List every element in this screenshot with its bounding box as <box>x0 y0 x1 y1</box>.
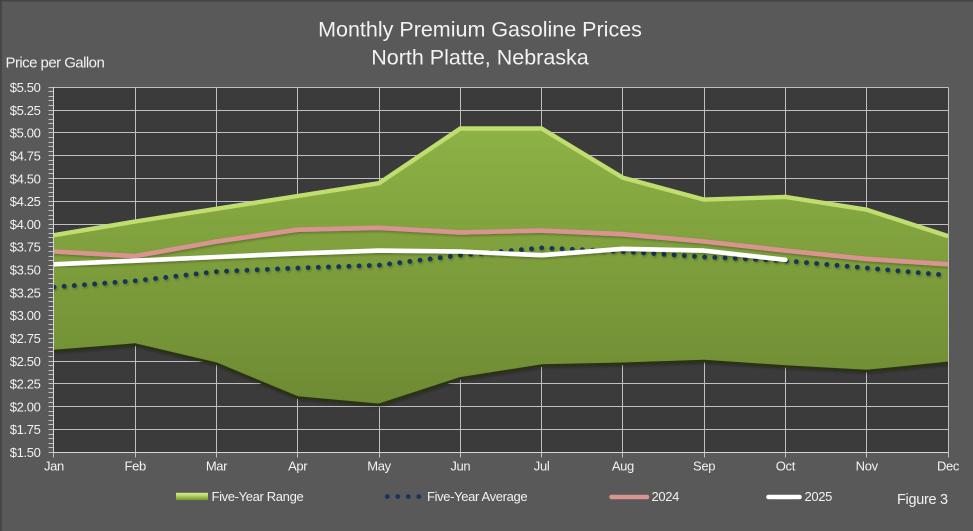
svg-text:Sep: Sep <box>693 459 715 474</box>
svg-text:$2.00: $2.00 <box>10 399 41 414</box>
svg-text:Five-Year Average: Five-Year Average <box>427 489 527 504</box>
svg-text:Jun: Jun <box>450 459 470 474</box>
svg-text:Aug: Aug <box>612 459 634 474</box>
svg-text:2024: 2024 <box>652 489 680 504</box>
svg-text:Oct: Oct <box>776 459 796 474</box>
svg-text:$3.50: $3.50 <box>10 263 41 278</box>
svg-text:$3.00: $3.00 <box>10 308 41 323</box>
svg-text:Dec: Dec <box>937 459 960 474</box>
svg-text:Monthly Premium Gasoline Price: Monthly Premium Gasoline Prices <box>318 18 642 42</box>
svg-text:$4.75: $4.75 <box>10 148 41 163</box>
svg-text:$2.25: $2.25 <box>10 377 41 392</box>
svg-text:$2.75: $2.75 <box>10 331 41 346</box>
svg-text:$4.00: $4.00 <box>10 217 41 232</box>
svg-text:Five-Year Range: Five-Year Range <box>212 489 304 504</box>
svg-text:May: May <box>367 459 391 474</box>
svg-text:North Platte, Nebraska: North Platte, Nebraska <box>371 45 589 69</box>
svg-text:$2.50: $2.50 <box>10 354 41 369</box>
svg-text:$4.50: $4.50 <box>10 171 41 186</box>
svg-text:$5.25: $5.25 <box>10 103 41 118</box>
svg-text:Price per Gallon: Price per Gallon <box>6 55 105 72</box>
svg-text:$1.75: $1.75 <box>10 422 41 437</box>
svg-text:Jan: Jan <box>44 459 64 474</box>
svg-text:$3.25: $3.25 <box>10 285 41 300</box>
svg-text:$5.00: $5.00 <box>10 126 41 141</box>
svg-text:$1.50: $1.50 <box>10 445 41 460</box>
svg-text:$3.75: $3.75 <box>10 240 41 255</box>
svg-text:Figure 3: Figure 3 <box>897 492 948 508</box>
svg-text:Mar: Mar <box>206 459 228 474</box>
svg-text:2025: 2025 <box>805 489 833 504</box>
svg-text:$4.25: $4.25 <box>10 194 41 209</box>
svg-text:Apr: Apr <box>288 459 308 474</box>
svg-text:Nov: Nov <box>856 459 879 474</box>
svg-text:$5.50: $5.50 <box>10 80 41 95</box>
svg-text:Jul: Jul <box>534 459 550 474</box>
svg-text:Feb: Feb <box>125 459 146 474</box>
